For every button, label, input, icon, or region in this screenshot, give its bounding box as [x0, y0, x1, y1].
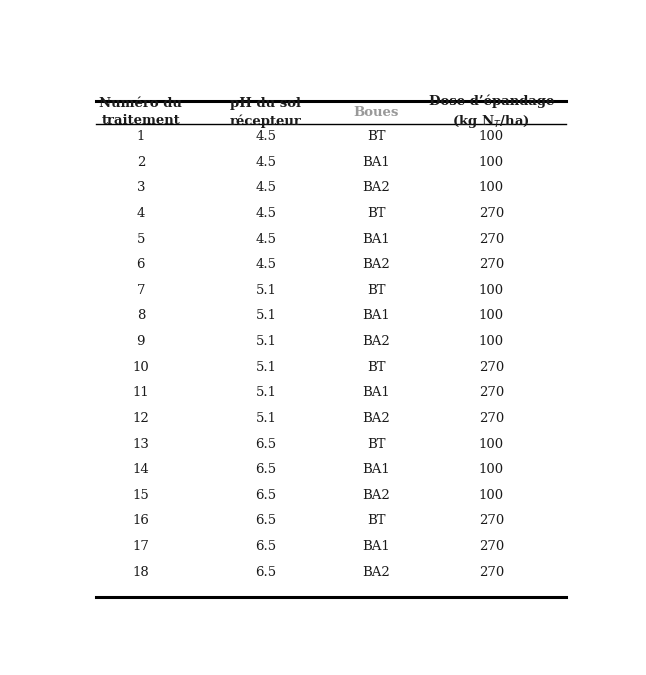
Text: Dose d’épandage
(kg N$_T$/ha): Dose d’épandage (kg N$_T$/ha)	[428, 95, 554, 130]
Text: 8: 8	[137, 309, 145, 323]
Text: 6.5: 6.5	[255, 566, 276, 578]
Text: pH du sol
récepteur: pH du sol récepteur	[230, 97, 302, 128]
Text: 5.1: 5.1	[255, 335, 276, 348]
Text: BA2: BA2	[362, 259, 390, 271]
Text: 270: 270	[479, 386, 504, 400]
Text: 6.5: 6.5	[255, 540, 276, 553]
Text: 270: 270	[479, 207, 504, 220]
Text: Numéro du
traitement: Numéro du traitement	[99, 97, 182, 127]
Text: 5.1: 5.1	[255, 360, 276, 374]
Text: 16: 16	[132, 514, 149, 527]
Text: 270: 270	[479, 540, 504, 553]
Text: 18: 18	[132, 566, 149, 578]
Text: BA2: BA2	[362, 566, 390, 578]
Text: BA1: BA1	[362, 309, 390, 323]
Text: 100: 100	[479, 463, 504, 477]
Text: 5: 5	[137, 233, 145, 246]
Text: BT: BT	[367, 207, 386, 220]
Text: BA1: BA1	[362, 540, 390, 553]
Text: 4: 4	[137, 207, 145, 220]
Text: BT: BT	[367, 360, 386, 374]
Text: 17: 17	[132, 540, 149, 553]
Text: 7: 7	[136, 284, 145, 297]
Text: 270: 270	[479, 233, 504, 246]
Text: 100: 100	[479, 130, 504, 143]
Text: BA2: BA2	[362, 182, 390, 194]
Text: 100: 100	[479, 489, 504, 502]
Text: 100: 100	[479, 437, 504, 451]
Text: 4.5: 4.5	[255, 207, 276, 220]
Text: BT: BT	[367, 130, 386, 143]
Text: BT: BT	[367, 284, 386, 297]
Text: 270: 270	[479, 566, 504, 578]
Text: 4.5: 4.5	[255, 233, 276, 246]
Text: 3: 3	[136, 182, 145, 194]
Text: 11: 11	[132, 386, 149, 400]
Text: 14: 14	[132, 463, 149, 477]
Text: 270: 270	[479, 259, 504, 271]
Text: BA1: BA1	[362, 463, 390, 477]
Text: 10: 10	[132, 360, 149, 374]
Text: 1: 1	[137, 130, 145, 143]
Text: BA1: BA1	[362, 233, 390, 246]
Text: 270: 270	[479, 360, 504, 374]
Text: 6.5: 6.5	[255, 437, 276, 451]
Text: 4.5: 4.5	[255, 182, 276, 194]
Text: 6: 6	[136, 259, 145, 271]
Text: 5.1: 5.1	[255, 309, 276, 323]
Text: BT: BT	[367, 514, 386, 527]
Text: 100: 100	[479, 309, 504, 323]
Text: BA2: BA2	[362, 412, 390, 425]
Text: 4.5: 4.5	[255, 156, 276, 169]
Text: 270: 270	[479, 514, 504, 527]
Text: 13: 13	[132, 437, 149, 451]
Text: 5.1: 5.1	[255, 412, 276, 425]
Text: 100: 100	[479, 182, 504, 194]
Text: 5.1: 5.1	[255, 284, 276, 297]
Text: BT: BT	[367, 437, 386, 451]
Text: 6.5: 6.5	[255, 514, 276, 527]
Text: 12: 12	[132, 412, 149, 425]
Text: 100: 100	[479, 335, 504, 348]
Text: Boues: Boues	[353, 106, 399, 119]
Text: BA1: BA1	[362, 386, 390, 400]
Text: 270: 270	[479, 412, 504, 425]
Text: 15: 15	[132, 489, 149, 502]
Text: 100: 100	[479, 156, 504, 169]
Text: 5.1: 5.1	[255, 386, 276, 400]
Text: 4.5: 4.5	[255, 130, 276, 143]
Text: 2: 2	[137, 156, 145, 169]
Text: 6.5: 6.5	[255, 463, 276, 477]
Text: 9: 9	[136, 335, 145, 348]
Text: 4.5: 4.5	[255, 259, 276, 271]
Text: 100: 100	[479, 284, 504, 297]
Text: BA1: BA1	[362, 156, 390, 169]
Text: BA2: BA2	[362, 489, 390, 502]
Text: BA2: BA2	[362, 335, 390, 348]
Text: 6.5: 6.5	[255, 489, 276, 502]
